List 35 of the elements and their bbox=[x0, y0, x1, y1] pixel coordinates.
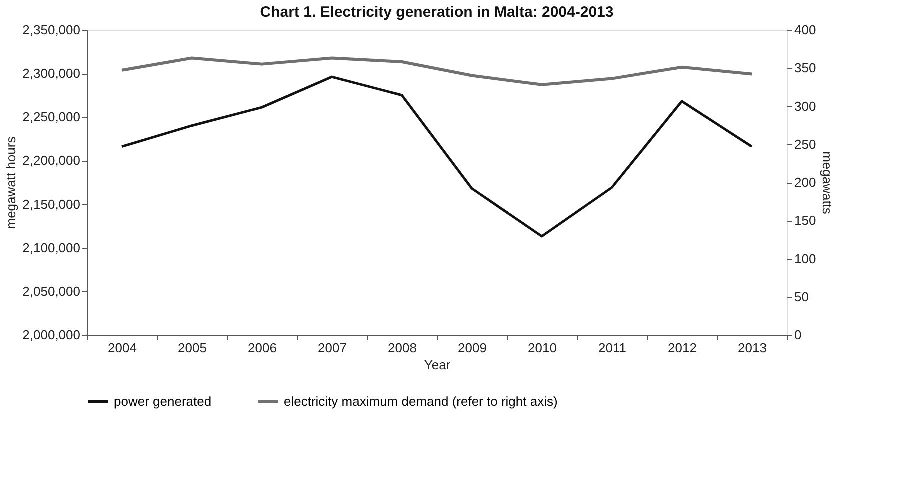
x-tick-label: 2006 bbox=[248, 340, 277, 356]
x-tick-label: 2011 bbox=[598, 340, 626, 356]
y-tick-label: 2,050,000 bbox=[22, 284, 80, 299]
y-axis-title: megawatt hours bbox=[4, 136, 19, 230]
y2-tick-label: 350 bbox=[794, 60, 816, 76]
y2-tick-label: 300 bbox=[794, 98, 816, 114]
y2-tick-label: 100 bbox=[794, 251, 816, 266]
x-tick-label: 2013 bbox=[738, 340, 767, 356]
line-series bbox=[120, 56, 754, 86]
x-tick-label: 2004 bbox=[108, 340, 137, 356]
y-tick-label: 2,000,000 bbox=[22, 328, 80, 342]
x-axis-title: Year bbox=[424, 358, 452, 372]
x-tick-label: 2008 bbox=[388, 340, 417, 356]
y2-axis-title: megawatts bbox=[820, 152, 836, 215]
legend-label: power generated bbox=[114, 394, 212, 409]
y-tick-label: 2,300,000 bbox=[22, 66, 80, 82]
legend-label: electricity maximum demand (refer to right axis) bbox=[284, 394, 558, 409]
x-tick-label: 2009 bbox=[458, 340, 487, 356]
y-tick-label: 2,100,000 bbox=[22, 240, 80, 256]
y2-tick-label: 250 bbox=[794, 136, 816, 152]
y-tick-label: 2,200,000 bbox=[22, 153, 80, 168]
y2-tick-label: 150 bbox=[794, 213, 816, 228]
y-tick-label: 2,150,000 bbox=[22, 196, 80, 212]
x-tick-label: 2012 bbox=[668, 340, 697, 356]
y2-tick-label: 50 bbox=[794, 289, 809, 304]
x-tick-label: 2007 bbox=[318, 340, 347, 356]
y-tick-label: 2,350,000 bbox=[22, 22, 80, 38]
chart-title: Chart 1. Electricity generation in Malta: 2004-2013 bbox=[260, 4, 614, 21]
y2-tick-label: 0 bbox=[794, 328, 802, 342]
y-tick-label: 2,250,000 bbox=[22, 110, 80, 125]
x-tick-label: 2005 bbox=[178, 340, 207, 356]
line-series bbox=[120, 76, 754, 238]
y2-tick-label: 400 bbox=[794, 22, 816, 38]
x-tick-label: 2010 bbox=[528, 340, 557, 356]
y2-tick-label: 200 bbox=[794, 175, 816, 190]
